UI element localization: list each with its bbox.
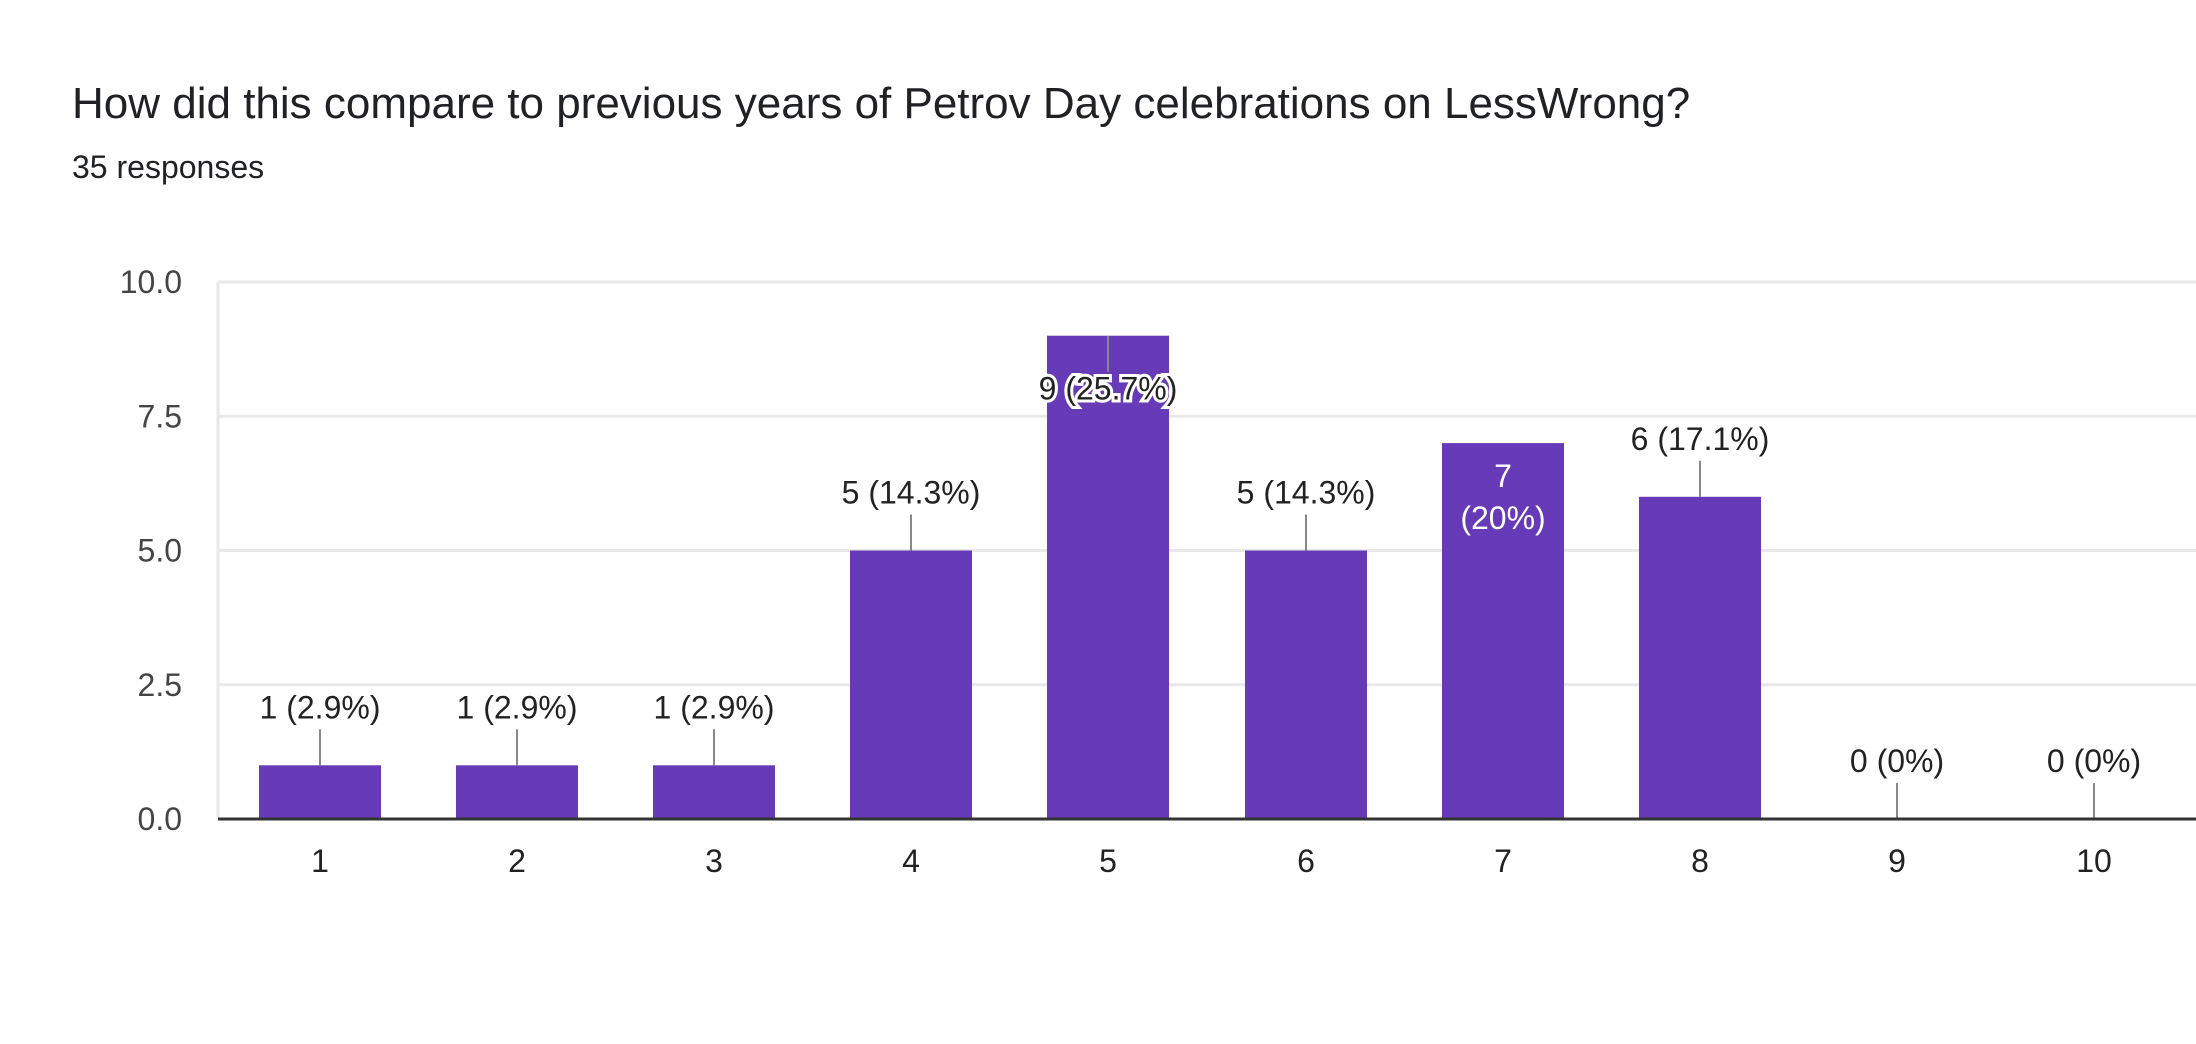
bar — [259, 765, 381, 819]
x-axis-labels: 1 2 3 4 5 6 7 8 9 10 — [311, 843, 2112, 879]
y-tick-label: 2.5 — [138, 667, 182, 703]
response-count: 35 responses — [72, 149, 265, 185]
bar — [653, 765, 775, 819]
data-label: 5 (14.3%) — [1237, 475, 1376, 511]
data-label: 1 (2.9%) — [260, 689, 381, 725]
x-category-label: 2 — [508, 843, 526, 879]
bar — [1047, 335, 1169, 819]
data-labels: 1 (2.9%) 1 (2.9%) 1 (2.9%) 5 (14.3%) 9 (25.7… — [260, 368, 2142, 779]
y-tick-label: 5.0 — [138, 533, 182, 569]
x-category-label: 4 — [902, 843, 920, 879]
x-category-label: 5 — [1099, 843, 1117, 879]
y-tick-label: 7.5 — [138, 398, 182, 434]
x-category-label: 10 — [2076, 843, 2112, 879]
bar — [1442, 443, 1564, 819]
x-category-label: 6 — [1297, 843, 1315, 879]
data-label: 7 — [1494, 458, 1512, 494]
data-label: 1 (2.9%) — [654, 689, 775, 725]
data-label: 0 (0%) — [2047, 743, 2141, 779]
bar — [850, 550, 972, 819]
data-label: 1 (2.9%) — [457, 689, 578, 725]
x-category-label: 7 — [1494, 843, 1512, 879]
x-category-label: 1 — [311, 843, 329, 879]
chart-title: How did this compare to previous years o… — [72, 79, 1691, 128]
data-label: 9 (25.7%) — [1039, 371, 1178, 407]
data-label: 5 (14.3%) — [842, 475, 981, 511]
data-label: 6 (17.1%) — [1631, 421, 1770, 457]
label-leaders — [319, 335, 2095, 819]
y-axis-ticks: 0.0 2.5 5.0 7.5 10.0 — [120, 264, 182, 837]
x-category-label: 3 — [705, 843, 723, 879]
bar — [456, 765, 578, 819]
y-tick-label: 10.0 — [120, 264, 182, 300]
data-label: 0 (0%) — [1850, 743, 1944, 779]
data-label: (20%) — [1460, 500, 1545, 536]
gridlines — [216, 280, 2196, 819]
y-tick-label: 0.0 — [138, 801, 182, 837]
bar — [1639, 496, 1761, 819]
x-category-label: 9 — [1888, 843, 1906, 879]
x-category-label: 8 — [1691, 843, 1709, 879]
bar — [1245, 550, 1367, 819]
bars — [259, 335, 1761, 819]
